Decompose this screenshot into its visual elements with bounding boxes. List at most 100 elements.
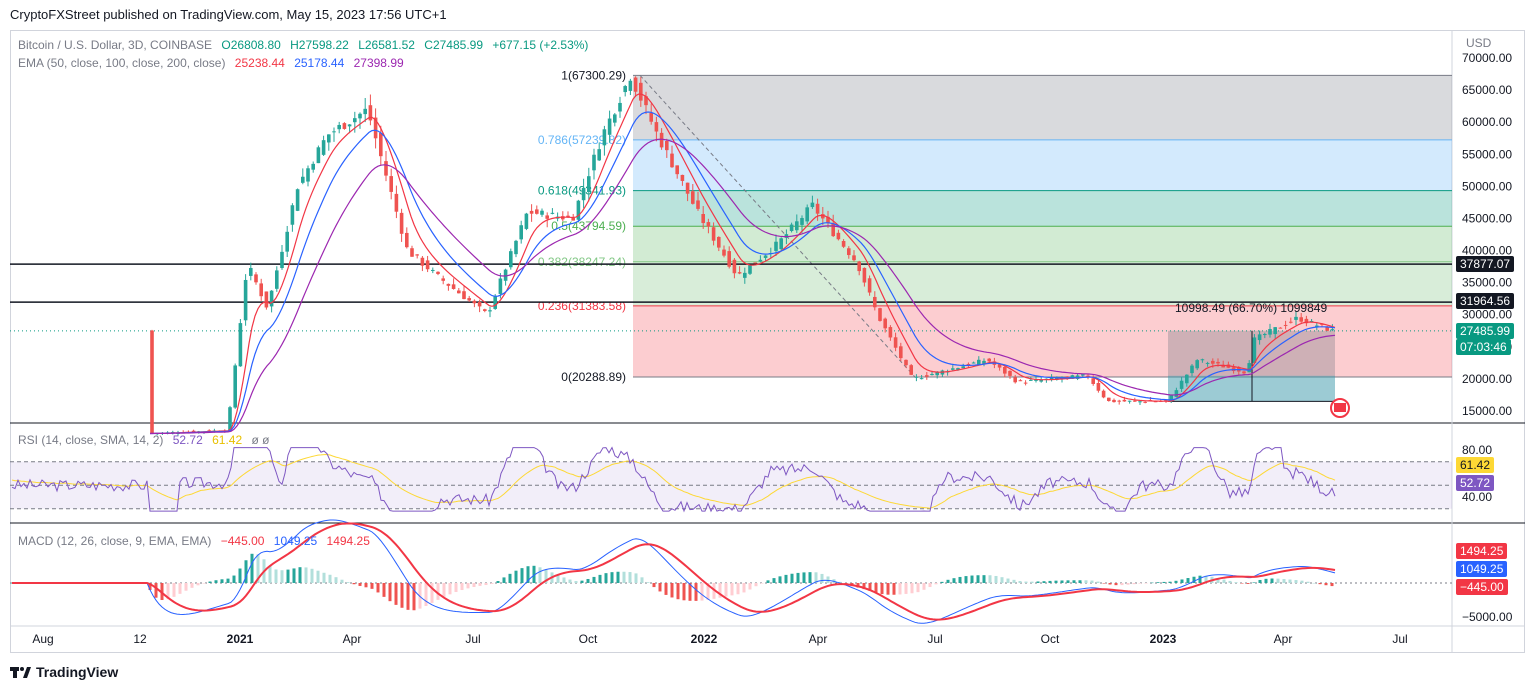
macd-hist-bar [1084,580,1088,583]
macd-hist-bar [1312,582,1316,584]
macd-hist-bar [820,573,824,583]
macd-signal-value: 1494.25 [326,534,370,548]
candle-body [883,318,887,329]
macd-hist-bar [1012,579,1016,583]
macd-hist-bar [280,570,284,583]
candle-body [1081,374,1085,376]
candle-body [618,102,622,112]
price-axis-label: 65000.00 [1462,83,1512,97]
macd-hist-bar [730,583,734,596]
rsi-extra: ø ø [251,433,270,447]
macd-hist-bar [814,572,818,583]
candle-body [321,140,326,155]
macd-hist-bar [628,572,632,583]
candle-body [1112,399,1116,403]
macd-hist-bar [946,579,950,583]
candle-body [1023,382,1028,384]
macd-hist-bar [748,583,752,590]
change-value: +677.15 (+2.53%) [492,38,589,52]
macd-hist-bar [1258,579,1262,583]
rsi-sma-tag: 61.42 [1456,457,1495,473]
candle-body [1070,375,1075,379]
candle-body [332,131,336,133]
candle-body [238,323,243,367]
macd-hist-bar [574,581,578,583]
candle-body [545,215,549,219]
candle-body [815,203,820,214]
ema-legend: EMA (50, close, 100, close, 200, close) … [18,56,410,70]
macd-hist-bar [1114,583,1118,586]
candle-body [420,257,425,266]
macd-hist-bar [874,583,878,593]
chart-frame[interactable] [10,30,1525,653]
macd-hist-bar [304,567,308,583]
candle-body [1242,371,1246,374]
macd-hist-bar [706,583,710,600]
macd-hist-bar [454,583,458,592]
macd-hist-bar [556,575,560,583]
candle-body [675,165,679,175]
macd-hist-bar [904,583,908,594]
candle-body [1309,321,1314,323]
candle-body [1289,321,1293,323]
time-axis-label: 2022 [691,632,718,646]
macd-hist-bar [1102,583,1106,584]
macd-hist-bar [1264,578,1268,583]
candle-body [977,359,981,365]
candle-body [852,255,856,261]
macd-hist-bar [598,574,602,583]
candle-body [779,238,783,250]
candle-body [1273,327,1277,335]
macd-hist-bar [1324,583,1328,586]
candle-body [831,223,835,237]
candle-body [727,251,731,267]
candle-body [795,221,799,231]
macd-hist-bar [658,583,662,592]
macd-hist-bar [1096,581,1100,583]
price-axis-label: 45000.00 [1462,211,1512,225]
rsi-axis-label: 40.00 [1462,490,1492,504]
candle-body [451,284,456,289]
candle-body [1008,370,1012,376]
macd-hist-bar [406,583,410,610]
macd-hist-bar [1294,580,1298,583]
macd-hist-bar [532,565,536,583]
macd-hist-bar [1060,580,1064,583]
macd-hist-bar [1216,578,1220,583]
candle-body [477,301,482,307]
candle-body [243,279,248,321]
fib-zone [633,75,1452,140]
macd-hist-bar [322,572,326,583]
macd-hist-bar [412,583,416,611]
macd-hist-bar [562,577,566,583]
macd-hist-bar [1030,581,1034,583]
time-axis-label: 2023 [1150,632,1177,646]
macd-hist-bar [826,576,830,583]
ema100-line [150,111,1336,435]
macd-hist-bar [382,583,386,597]
macd-hist-bar [1276,578,1280,583]
candle-body [680,174,685,181]
candle-body [540,210,544,215]
candle-body [311,163,315,170]
macd-hist-bar [430,583,434,603]
macd-hist-bar [1156,582,1160,583]
macd-hist-bar [346,582,350,583]
macd-hist-bar [388,583,392,602]
macd-hist-bar [616,571,620,583]
time-axis-label: 2021 [227,632,254,646]
candle-body [633,77,638,92]
macd-hist-bar [676,583,680,600]
macd-hist-bar [472,583,476,587]
macd-hist-bar [1042,581,1046,583]
macd-hist-bar [736,583,740,595]
macd-tag: 1049.25 [1456,561,1508,577]
candle-body [587,176,591,193]
candle-body [327,134,331,143]
candle-body [576,200,581,220]
macd-hist-bar [994,575,998,583]
macd-hist-bar [1198,575,1202,583]
candle-body [337,124,341,130]
macd-hist-bar [526,566,530,583]
